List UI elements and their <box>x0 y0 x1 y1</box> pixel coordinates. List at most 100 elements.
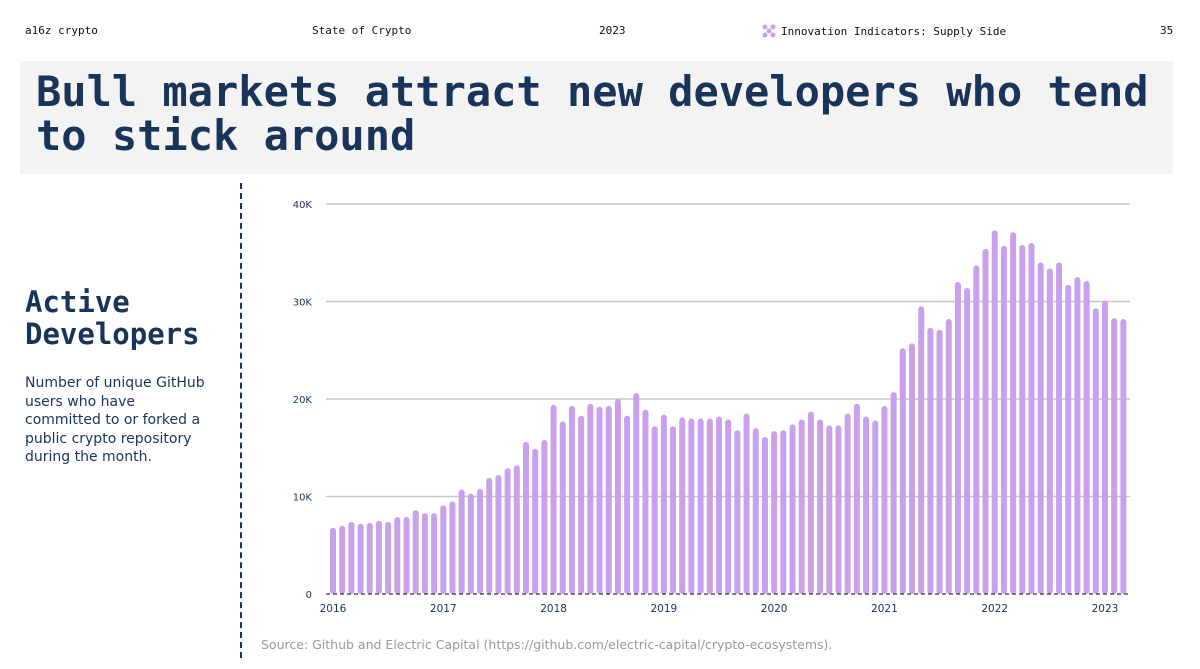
bar <box>660 414 667 594</box>
bar <box>945 319 952 594</box>
bar <box>706 418 713 594</box>
x-tick-label: 2019 <box>650 603 677 615</box>
bar <box>927 327 934 594</box>
bar <box>817 419 824 594</box>
bar <box>1010 232 1017 594</box>
bar <box>1000 245 1007 595</box>
y-tick-label: 10K <box>293 493 313 504</box>
bar <box>679 417 686 594</box>
bar <box>467 493 474 594</box>
bar <box>523 441 529 594</box>
bar <box>973 265 980 594</box>
bar <box>440 505 447 594</box>
bar <box>532 448 539 594</box>
bar <box>826 425 833 594</box>
bar <box>1065 284 1072 594</box>
bar <box>550 404 557 594</box>
bar <box>954 282 961 594</box>
bar <box>734 430 741 594</box>
bar <box>559 421 566 594</box>
page-number: 35 <box>1160 24 1174 37</box>
sidebar-description: Number of unique GitHub users who have c… <box>25 375 205 465</box>
bar <box>403 516 410 594</box>
bar <box>412 510 419 594</box>
bar <box>1083 281 1090 594</box>
bar <box>899 348 906 594</box>
x-tick-label: 2016 <box>320 603 347 615</box>
bar <box>991 230 998 594</box>
bar <box>743 413 750 594</box>
bar <box>771 431 778 594</box>
bar <box>486 477 493 594</box>
x-tick-label: 2018 <box>540 603 567 615</box>
bar <box>697 418 704 594</box>
bar <box>633 393 640 594</box>
bar <box>1019 244 1026 594</box>
x-tick-label: 2017 <box>430 603 457 615</box>
divider <box>240 183 242 658</box>
bar <box>844 413 851 594</box>
bar <box>587 403 594 594</box>
bar <box>348 521 355 594</box>
bar <box>596 406 603 594</box>
bar <box>982 248 989 594</box>
bar <box>964 287 971 594</box>
bar <box>513 465 520 594</box>
bar <box>394 516 401 594</box>
bar <box>385 521 392 594</box>
bar <box>541 439 548 594</box>
y-tick-label: 40K <box>293 200 313 211</box>
bar <box>578 415 585 594</box>
bar <box>1074 277 1081 594</box>
bar <box>807 411 814 594</box>
bar <box>651 426 658 594</box>
bar <box>375 520 382 594</box>
y-tick-label: 20K <box>293 395 313 406</box>
source-note: Source: Github and Electric Capital (htt… <box>261 637 833 652</box>
y-tick-label: 30K <box>293 298 313 309</box>
x-tick-label: 2023 <box>1092 603 1119 615</box>
x-tick-label: 2020 <box>761 603 788 615</box>
bar <box>642 409 649 594</box>
y-tick-label: 0 <box>306 590 312 601</box>
bar <box>725 419 732 594</box>
page-title: Bull markets attract new developers who … <box>36 67 1149 160</box>
bar <box>835 425 842 594</box>
bar <box>339 525 346 594</box>
bar <box>458 489 465 594</box>
bar <box>568 405 575 594</box>
bar <box>1028 243 1035 594</box>
bar <box>1092 308 1099 594</box>
bar <box>1111 318 1118 594</box>
bar <box>1056 262 1063 594</box>
sidebar-title: Active Developers <box>25 285 200 351</box>
bar <box>431 513 438 594</box>
bar <box>872 420 879 594</box>
bar <box>605 405 612 594</box>
bar <box>890 392 897 594</box>
title-banner <box>20 61 1173 174</box>
bar <box>936 329 943 594</box>
bar <box>495 475 502 594</box>
bar <box>421 513 428 594</box>
bar <box>624 415 631 594</box>
bar <box>670 426 677 594</box>
bar <box>1120 319 1127 594</box>
bar <box>1037 262 1044 594</box>
bar <box>881 405 888 594</box>
bar <box>477 488 484 594</box>
bar <box>798 419 805 594</box>
bar <box>780 430 787 594</box>
bar <box>789 424 796 594</box>
bar <box>1102 300 1108 594</box>
x-tick-label: 2022 <box>981 603 1008 615</box>
year-label: 2023 <box>599 24 626 37</box>
report-label: State of Crypto <box>312 24 412 37</box>
bar <box>716 416 722 594</box>
bar <box>688 418 695 594</box>
section-text: Innovation Indicators: Supply Side <box>781 24 1007 38</box>
bar <box>918 306 925 594</box>
bar <box>863 416 870 594</box>
bar <box>330 527 336 594</box>
